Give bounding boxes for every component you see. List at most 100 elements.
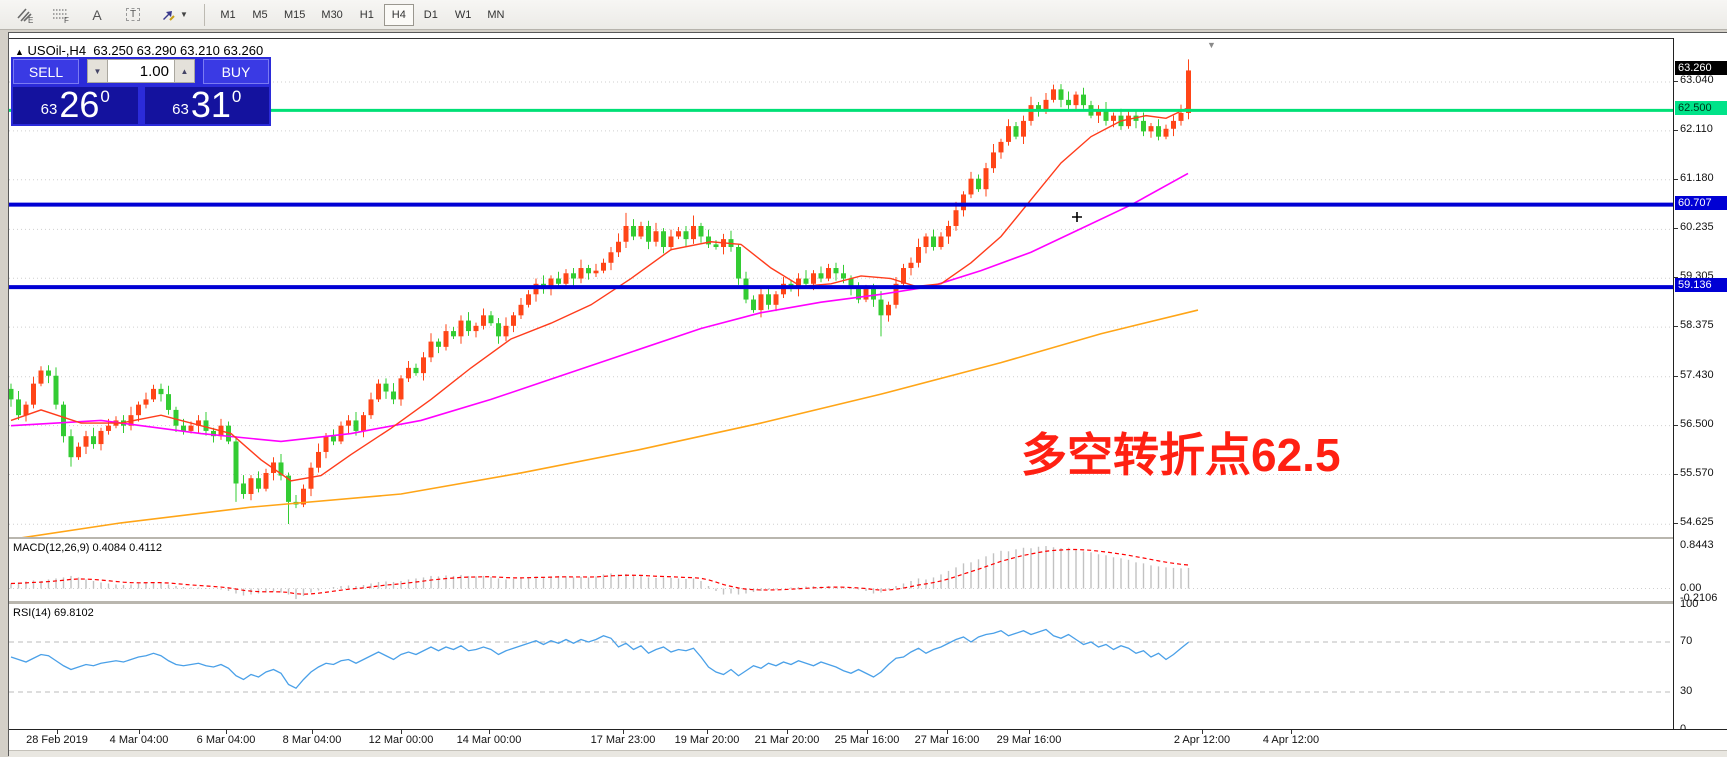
time-axis[interactable]: 28 Feb 2019 4 Mar 04:00 6 Mar 04:00 8 Mar 0… [9, 729, 1727, 750]
sell-button[interactable]: SELL [13, 59, 79, 84]
timeframe-button-m15[interactable]: M15 [284, 8, 306, 21]
price-tick-label: 57.430 [1680, 368, 1714, 381]
price-tick-mark [1674, 228, 1678, 230]
time-tick-mark [947, 730, 948, 734]
price-tick-mark [1674, 81, 1678, 82]
macd-axis-label: 0.00 [1680, 581, 1702, 594]
time-tick-mark [57, 730, 58, 734]
time-tick-label: 28 Feb 2019 [26, 734, 88, 746]
rsi-axis-label: 100 [1680, 597, 1699, 610]
time-tick-mark [707, 730, 708, 734]
rsi-axis-label: 0 [1680, 723, 1686, 735]
equidistant-lines-icon[interactable]: E [10, 3, 40, 27]
time-tick-label: 2 Apr 12:00 [1173, 734, 1231, 746]
symbol-period-label: USOil-,H4 [27, 43, 87, 58]
price-tick-label: 54.625 [1680, 516, 1714, 529]
price-tick-mark [1674, 473, 1678, 475]
sell-price-display[interactable]: 63 26 0 [13, 87, 138, 124]
buy-button[interactable]: BUY [203, 59, 269, 84]
buy-price-handle: 63 [172, 101, 189, 118]
volume-increase-button[interactable]: ▲ [174, 59, 195, 83]
rsi-indicator-label: RSI(14) 69.8102 [13, 607, 94, 619]
time-tick-mark [312, 730, 313, 734]
time-tick-mark [623, 730, 624, 734]
price-badge: 59.136 [1675, 278, 1727, 293]
macd-axis-label: 0.8443 [1680, 539, 1714, 552]
time-tick-label: 12 Mar 00:00 [368, 734, 434, 746]
time-tick-mark [489, 730, 490, 734]
timeframe-button-mn[interactable]: MN [487, 8, 505, 21]
price-tick-label: 61.180 [1680, 171, 1714, 184]
timeframe-button-h4[interactable]: H4 [383, 3, 414, 26]
icon-sub-f: F [64, 16, 69, 24]
buy-price-main: 31 [190, 84, 231, 125]
timeframe-button-h1[interactable]: H1 [359, 8, 374, 21]
buy-price-pip: 0 [231, 87, 242, 106]
rsi-panel[interactable] [9, 604, 1673, 729]
chart-shift-marker-icon[interactable]: ▼ [1207, 40, 1216, 50]
timeframe-button-d1[interactable]: D1 [423, 8, 438, 21]
price-tick-label: 55.570 [1680, 466, 1714, 479]
chart-title: ▲ USOil-,H4 63.250 63.290 63.210 63.260 [15, 43, 263, 58]
price-badge: 63.260 [1675, 61, 1727, 76]
time-tick-label: 27 Mar 16:00 [914, 734, 980, 746]
arrow-objects-icon[interactable]: ▼ [154, 3, 194, 27]
text-tool-icon[interactable]: A [92, 6, 102, 23]
time-tick-mark [1291, 730, 1292, 734]
volume-decrease-button[interactable]: ▼ [87, 59, 108, 83]
fibonacci-grid-icon[interactable]: F [46, 3, 76, 27]
collapse-arrow-icon[interactable]: ▲ [15, 47, 24, 57]
price-tick-mark [1674, 326, 1678, 328]
time-tick-label: 17 Mar 23:00 [590, 734, 656, 746]
price-tick-label: 63.040 [1680, 74, 1714, 86]
volume-input[interactable] [108, 59, 174, 83]
time-tick-label: 4 Mar 04:00 [109, 734, 169, 746]
price-tick-label: 60.235 [1680, 221, 1714, 234]
panel-splitter[interactable] [9, 601, 1673, 604]
time-tick-mark [1202, 730, 1203, 734]
timeframe-button-w1[interactable]: W1 [454, 8, 472, 21]
price-badge: 60.707 [1675, 195, 1727, 210]
main-price-chart[interactable] [9, 38, 1673, 537]
time-tick-label: 14 Mar 00:00 [456, 734, 522, 746]
price-tick-mark [1674, 129, 1678, 131]
time-tick-mark [1029, 730, 1030, 734]
timeframe-button-m1[interactable]: M1 [220, 8, 236, 21]
toolbar-separator [204, 3, 205, 26]
arrow-dropdown-caret[interactable]: ▼ [180, 10, 188, 19]
time-tick-label: 21 Mar 20:00 [754, 734, 820, 746]
one-click-trading-panel: SELL ▼ ▲ BUY 63 26 0 63 31 0 [11, 57, 271, 126]
price-tick-mark [1674, 375, 1678, 377]
time-tick-mark [226, 730, 227, 734]
price-tick-label: 62.110 [1680, 122, 1713, 135]
buy-price-display[interactable]: 63 31 0 [144, 84, 269, 125]
text-label-icon[interactable]: T [118, 3, 148, 27]
chinese-annotation-text: 多空转折点62.5 [1021, 429, 1341, 481]
macd-panel[interactable] [9, 539, 1673, 601]
sell-price-main: 26 [59, 84, 100, 125]
price-axis[interactable]: 63.040 62.110 61.180 60.235 59.305 58.375 57.4… [1673, 38, 1727, 735]
time-tick-label: 4 Apr 12:00 [1262, 734, 1320, 746]
top-toolbar: E F A T ▼ M1 M5 M15 M30 H1 H4 D1 W1 MN [0, 0, 1727, 30]
window-bottom-edge [9, 750, 1727, 757]
price-tick-mark [1674, 424, 1678, 426]
price-tick-mark [1674, 523, 1678, 525]
rsi-axis-label: 30 [1680, 685, 1693, 697]
panel-splitter[interactable] [9, 537, 1673, 539]
time-tick-mark [139, 730, 140, 734]
price-badge: 62.500 [1675, 101, 1727, 116]
price-tick-mark [1674, 178, 1678, 180]
time-tick-label: 29 Mar 16:00 [996, 734, 1062, 746]
timeframe-button-m5[interactable]: M5 [252, 8, 268, 21]
time-tick-label: 25 Mar 16:00 [834, 734, 900, 746]
ohlc-values: 63.250 63.290 63.210 63.260 [93, 43, 264, 58]
chart-window: ▲ USOil-,H4 63.250 63.290 63.210 63.260 … [8, 32, 1727, 757]
price-tick-mark [1674, 277, 1678, 279]
time-tick-mark [401, 730, 402, 734]
time-tick-mark [867, 730, 868, 734]
icon-sub-e: E [28, 16, 33, 24]
time-tick-label: 6 Mar 04:00 [196, 734, 256, 746]
price-tick-label: 56.500 [1680, 417, 1714, 430]
timeframe-buttons: M1 M5 M15 M30 H1 H4 D1 W1 MN [213, 3, 513, 26]
timeframe-button-m30[interactable]: M30 [321, 8, 343, 21]
